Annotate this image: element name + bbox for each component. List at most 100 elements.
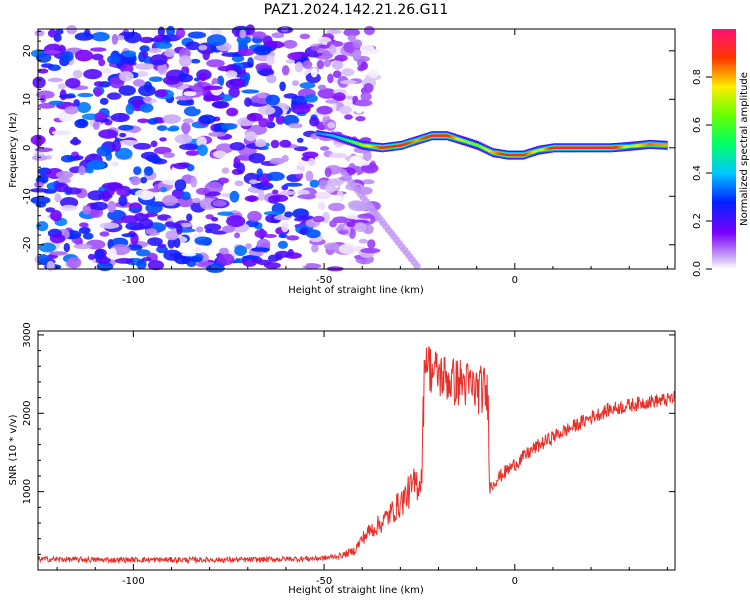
ridge-cell: [474, 143, 477, 146]
colorbar-tick-label: 0.6: [692, 117, 703, 133]
snr-series-line: [37, 346, 676, 565]
noise-blob: [361, 179, 375, 185]
noise-blob: [194, 77, 200, 82]
noise-blob: [189, 256, 203, 263]
noise-blob: [99, 222, 120, 229]
noise-blob: [163, 152, 175, 159]
noise-blob: [206, 34, 227, 46]
noise-blob: [169, 125, 180, 131]
noise-blob: [324, 167, 332, 178]
ridge-cell: [360, 143, 363, 146]
noise-blob: [99, 231, 110, 237]
ridge-cell: [446, 134, 449, 137]
noise-blob: [244, 97, 252, 107]
noise-blob: [34, 30, 45, 37]
noise-blob: [282, 114, 299, 126]
noise-blob: [270, 139, 280, 149]
noise-blob: [212, 200, 227, 207]
noise-blob: [106, 92, 122, 100]
noise-blob: [279, 81, 286, 92]
ridge-cell: [633, 144, 636, 148]
noise-blob: [231, 55, 245, 63]
noise-blob: [191, 197, 201, 204]
ridge-cell: [627, 145, 630, 148]
ridge-cell: [634, 144, 638, 147]
noise-blob: [302, 151, 319, 159]
noise-blob: [48, 100, 65, 106]
noise-blob: [293, 146, 308, 152]
noise-blob: [202, 48, 210, 61]
ridge-cell: [526, 152, 529, 156]
ridge-cell: [497, 152, 500, 155]
noise-blob: [279, 190, 297, 196]
ridge-cell: [593, 146, 596, 149]
noise-blob: [239, 29, 247, 39]
noise-blob: [317, 84, 327, 91]
noise-blob: [66, 25, 78, 35]
noise-blob: [107, 200, 117, 213]
noise-blob: [141, 190, 155, 200]
noise-blob: [279, 139, 292, 148]
ridge-cell: [562, 146, 565, 149]
noise-blob: [326, 29, 342, 35]
noise-blob: [294, 61, 304, 73]
noise-blob: [72, 136, 79, 146]
noise-blob: [305, 170, 314, 182]
noise-blob: [159, 137, 167, 142]
noise-blob: [316, 59, 325, 70]
ridge-cell: [577, 146, 580, 149]
noise-blob: [355, 105, 363, 114]
noise-blob: [251, 31, 267, 39]
noise-blob: [49, 251, 68, 256]
noise-blob: [118, 71, 134, 82]
spectrogram-frame: [37, 28, 676, 270]
ridge-cell: [490, 150, 493, 153]
noise-blob: [265, 94, 280, 106]
ridge-cell: [594, 146, 598, 149]
ridge-cell: [598, 146, 601, 149]
noise-blob: [329, 220, 337, 228]
noise-blob: [286, 235, 300, 241]
noise-blob: [250, 247, 270, 252]
noise-blob: [125, 103, 135, 115]
noise-blob: [74, 49, 94, 62]
x-tick-label: -100: [122, 275, 145, 286]
ridge-cell: [547, 147, 550, 150]
noise-blob: [43, 50, 62, 55]
ridge-cell: [512, 153, 516, 157]
noise-blob: [245, 24, 255, 36]
noise-blob: [87, 253, 96, 260]
noise-blob: [78, 165, 86, 176]
noise-blob: [355, 99, 373, 107]
ridge-cell: [621, 145, 624, 149]
ridge-cell: [440, 134, 443, 137]
noise-blob: [285, 169, 304, 175]
noise-blob: [281, 184, 289, 191]
ridge-cell: [629, 145, 632, 148]
noise-blob: [231, 78, 245, 87]
noise-blob: [88, 208, 100, 217]
noise-blob: [218, 253, 235, 266]
noise-blob: [198, 44, 208, 51]
noise-blob: [217, 75, 225, 87]
noise-blob: [183, 91, 197, 97]
ridge-cell: [572, 146, 575, 149]
ridge-cell: [429, 135, 432, 138]
ridge-cell: [501, 152, 504, 156]
ridge-cell: [387, 145, 390, 149]
noise-blob: [100, 67, 113, 75]
noise-blob: [157, 62, 168, 75]
noise-blob: [190, 58, 201, 64]
noise-blob: [137, 118, 150, 124]
ridge-cell: [564, 146, 567, 149]
noise-blob: [297, 194, 317, 200]
ridge-cell: [377, 146, 380, 149]
noise-blob: [236, 162, 246, 175]
ridge-cell: [388, 145, 392, 149]
noise-blob: [76, 102, 91, 113]
ridge-cell: [549, 147, 552, 150]
noise-blob: [89, 47, 107, 52]
noise-blob: [93, 81, 105, 87]
noise-blob: [91, 32, 110, 42]
noise-blob: [244, 72, 251, 82]
